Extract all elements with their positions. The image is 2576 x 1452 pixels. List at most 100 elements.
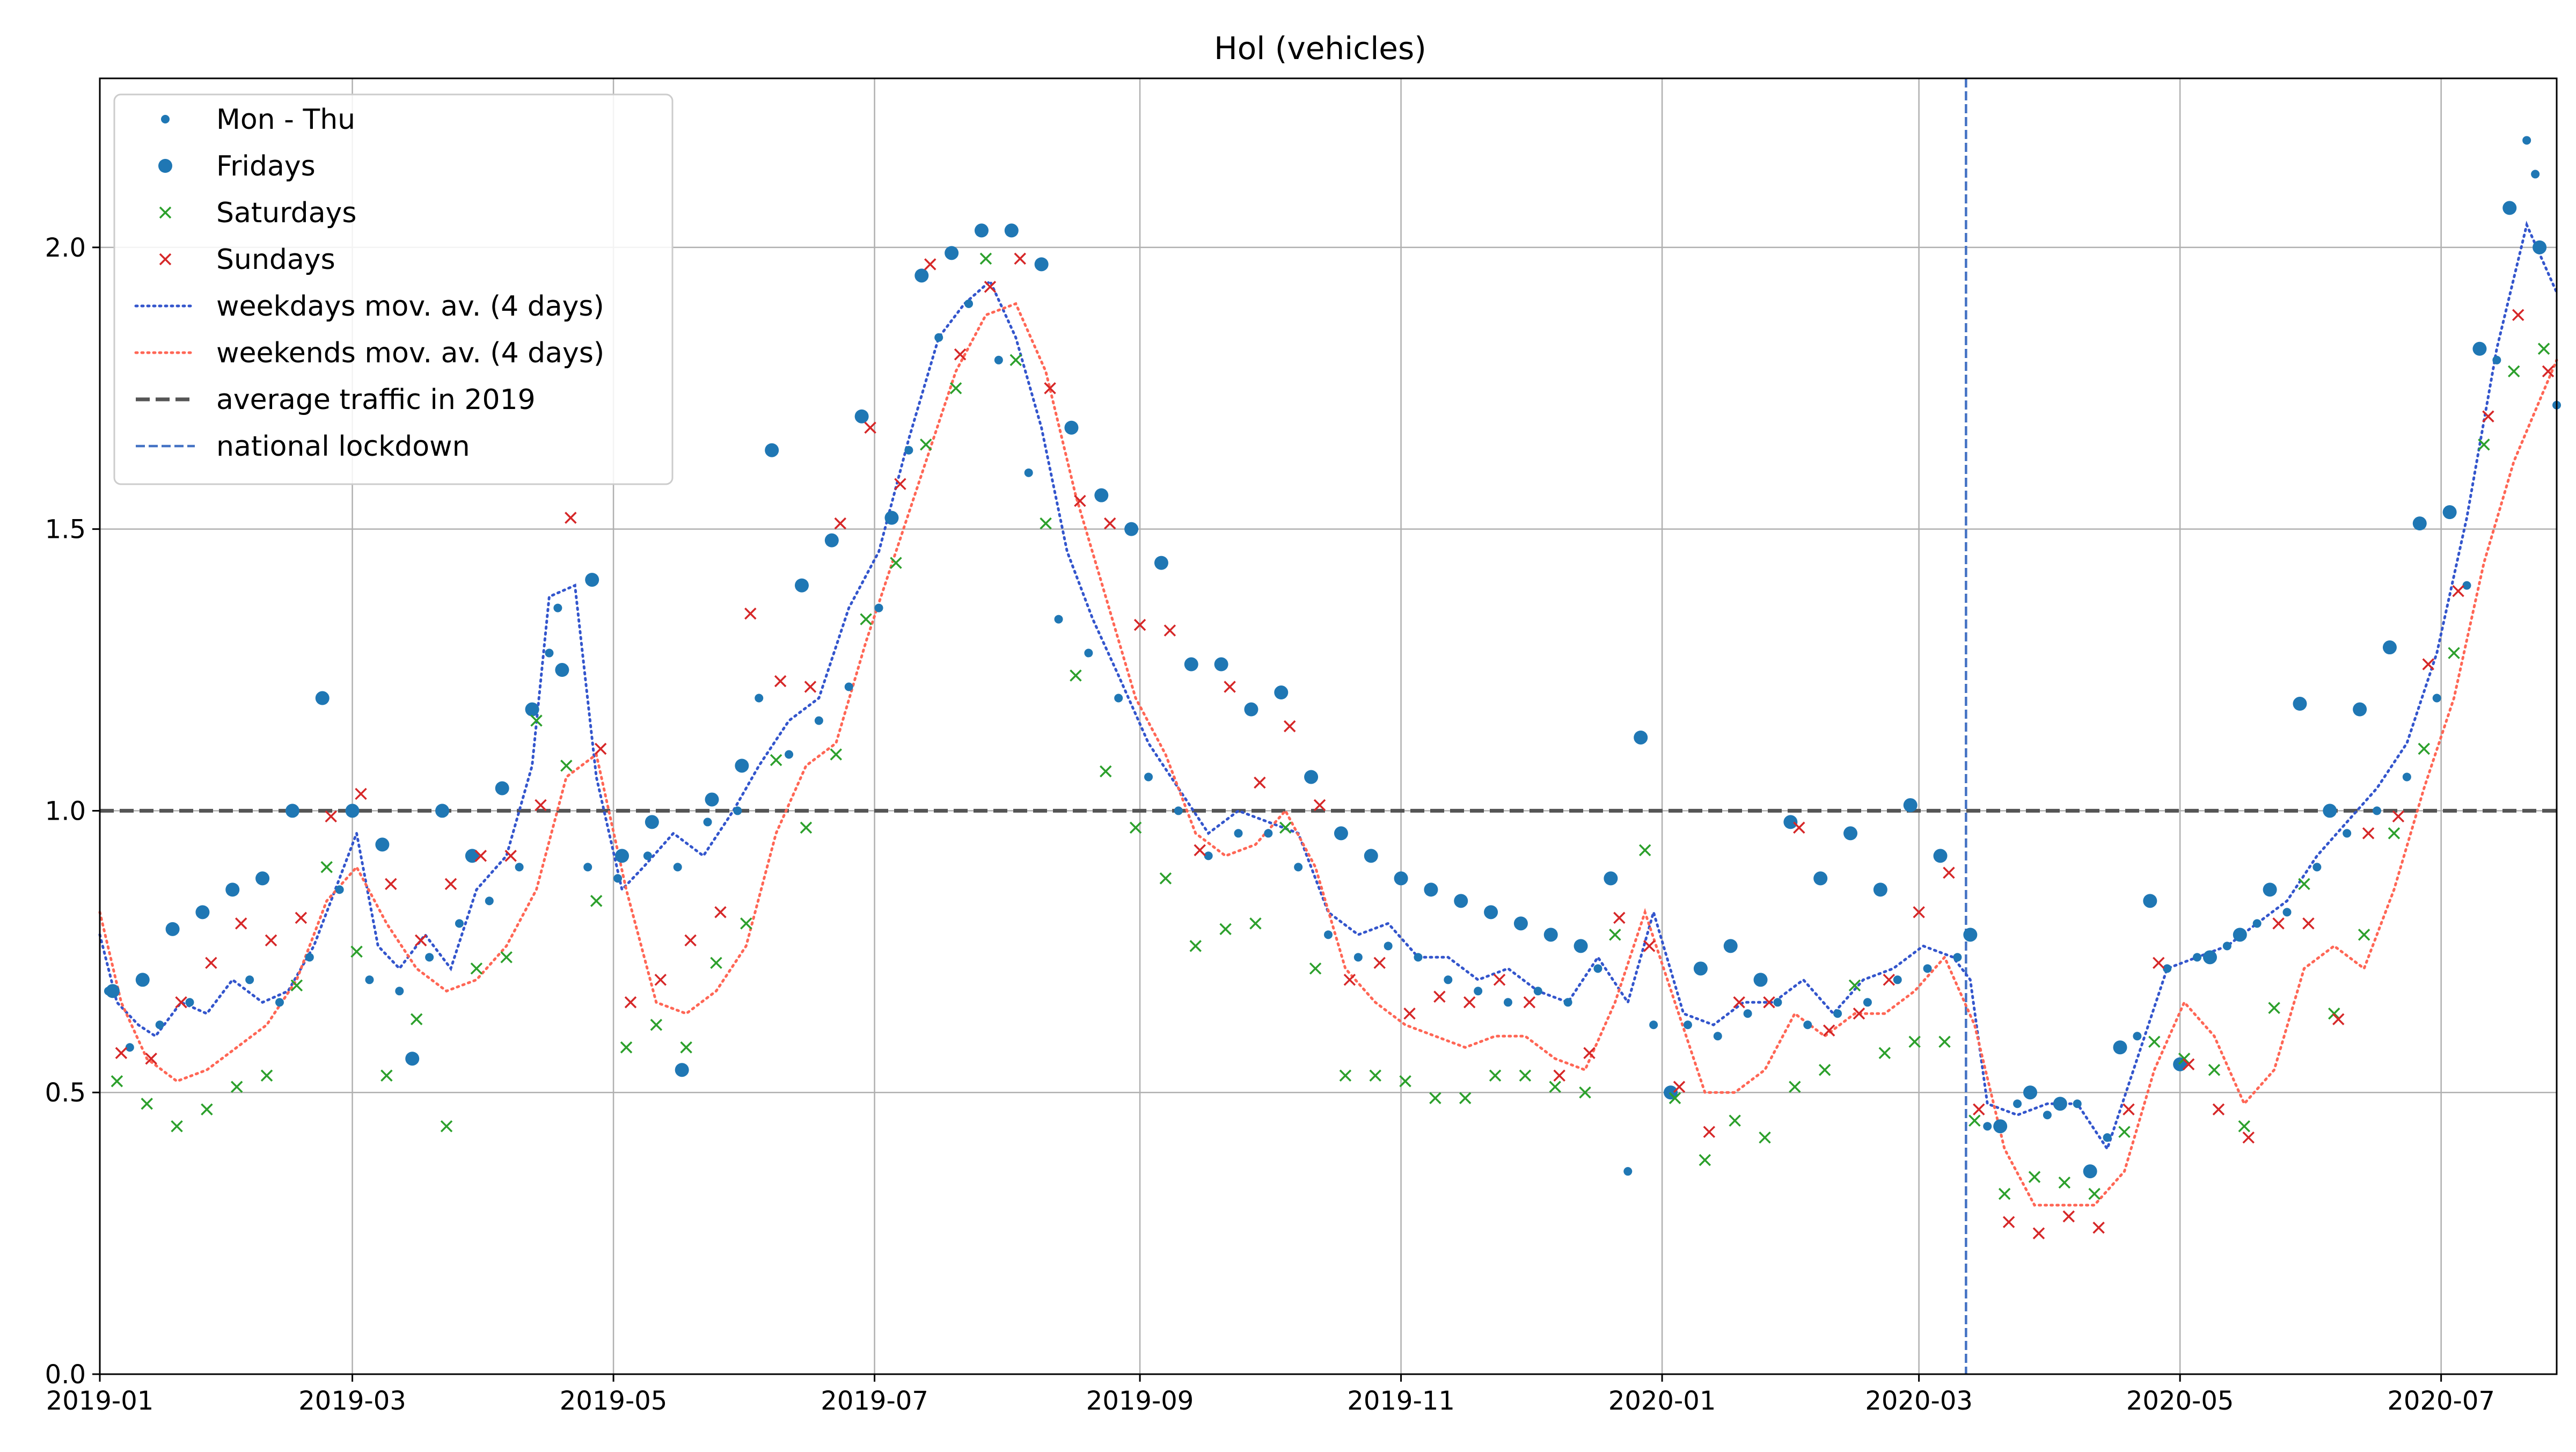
data-point — [500, 951, 513, 964]
data-point — [2148, 1035, 2161, 1048]
data-point — [1194, 844, 1206, 857]
data-point — [1533, 987, 1542, 996]
data-point — [1519, 1069, 1532, 1082]
data-point — [714, 906, 727, 918]
data-point — [225, 882, 240, 897]
data-point — [1699, 1154, 1711, 1166]
data-point — [785, 750, 794, 759]
data-point — [2442, 505, 2457, 520]
data-point — [1244, 702, 1258, 717]
data-point — [2088, 1187, 2101, 1200]
data-point — [2531, 170, 2540, 179]
y-tick-label: 1.0 — [45, 796, 86, 826]
data-point — [1553, 1069, 1565, 1082]
data-point — [864, 421, 876, 434]
data-point — [755, 694, 764, 703]
data-point — [365, 975, 374, 984]
data-point — [2173, 1057, 2187, 1071]
data-point — [155, 1020, 164, 1030]
data-point — [2452, 585, 2464, 597]
data-point — [2508, 365, 2520, 378]
data-point — [984, 281, 997, 293]
legend: Mon - Thu Fridays Saturdays Sundays weekdays… — [113, 93, 674, 485]
data-point — [1789, 1081, 1801, 1093]
data-point — [545, 648, 554, 658]
data-point — [1174, 806, 1183, 815]
data-point — [325, 810, 337, 823]
data-point — [355, 787, 367, 800]
data-point — [705, 792, 719, 807]
y-tick-label: 0.0 — [45, 1360, 86, 1390]
data-point — [1543, 928, 1558, 942]
data-point — [2208, 1063, 2221, 1076]
data-point — [2362, 827, 2375, 840]
data-point — [2103, 1133, 2112, 1142]
data-point — [2013, 1099, 2022, 1108]
data-point — [2182, 1058, 2195, 1070]
data-point — [1903, 798, 1918, 812]
x-tick-label: 2019-05 — [560, 1386, 668, 1416]
data-point — [1583, 1047, 1596, 1059]
data-point — [615, 849, 630, 863]
data-point — [2268, 1002, 2280, 1015]
data-point — [2113, 1040, 2127, 1055]
data-point — [733, 806, 742, 815]
data-point — [1424, 882, 1438, 897]
data-point — [1613, 911, 1626, 924]
data-point — [1274, 685, 1289, 700]
data-point — [145, 1053, 157, 1065]
data-point — [585, 573, 599, 587]
data-point — [1593, 964, 1602, 973]
data-point — [624, 996, 637, 1009]
data-point — [1913, 906, 1925, 918]
data-point — [1189, 940, 1202, 952]
data-point — [1474, 987, 1483, 996]
data-point — [2263, 882, 2277, 897]
y-tick-label: 2.0 — [45, 233, 86, 263]
data-point — [735, 758, 749, 773]
data-point — [305, 953, 314, 962]
data-point — [1604, 871, 1618, 886]
data-point — [2233, 928, 2247, 942]
data-point — [555, 663, 569, 677]
data-point — [410, 1013, 423, 1026]
data-point — [949, 382, 962, 395]
data-point — [201, 1103, 213, 1115]
data-point — [175, 996, 187, 1009]
data-point — [2028, 1171, 2041, 1183]
data-point — [645, 815, 659, 829]
data-point — [2522, 136, 2531, 145]
data-point — [1144, 772, 1153, 782]
x-tick-label: 2020-07 — [2387, 1386, 2495, 1416]
data-point — [2143, 894, 2157, 908]
data-point — [1309, 962, 1322, 975]
moving-average-lines — [98, 221, 2558, 1207]
x-tick-label: 2019-01 — [46, 1386, 154, 1416]
data-point — [2482, 410, 2494, 422]
data-point — [440, 1120, 453, 1133]
data-point — [1214, 657, 1228, 672]
legend-label: Sundays — [216, 244, 335, 276]
data-point — [2282, 908, 2292, 917]
data-point — [1279, 821, 1292, 834]
data-point — [1454, 894, 1468, 908]
data-point — [1878, 1047, 1891, 1059]
data-point — [1609, 929, 1621, 941]
data-point — [470, 962, 483, 975]
data-point — [1893, 975, 1902, 984]
data-point — [2382, 640, 2397, 655]
data-point — [290, 979, 303, 992]
data-point — [1623, 1167, 1633, 1176]
legend-label: Fridays — [216, 150, 316, 183]
data-point — [2312, 863, 2322, 872]
data-point — [2062, 1210, 2075, 1223]
data-point — [1933, 849, 1948, 863]
data-point — [1104, 517, 1116, 530]
data-point — [1129, 821, 1142, 834]
data-point — [565, 512, 577, 524]
data-point — [2332, 1013, 2345, 1026]
data-point — [710, 957, 722, 969]
data-point — [515, 863, 524, 872]
data-point — [1433, 990, 1446, 1003]
legend-label: Saturdays — [216, 197, 356, 229]
